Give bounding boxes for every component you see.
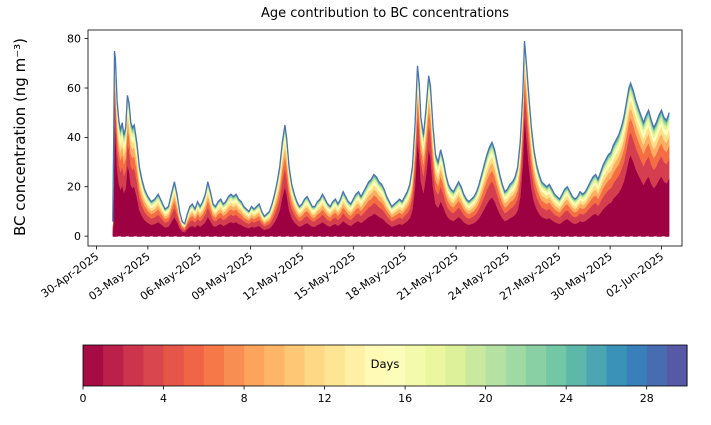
svg-text:0: 0	[80, 392, 87, 405]
svg-text:12: 12	[318, 392, 332, 405]
svg-text:0: 0	[74, 230, 81, 243]
svg-text:60: 60	[67, 82, 81, 95]
y-axis-label: BC concentration (ng m⁻³)	[11, 38, 29, 236]
svg-text:20: 20	[67, 181, 81, 194]
svg-text:8: 8	[241, 392, 248, 405]
svg-text:20: 20	[479, 392, 493, 405]
svg-text:24: 24	[559, 392, 573, 405]
chart-title: Age contribution to BC concentrations	[260, 6, 510, 21]
svg-text:80: 80	[67, 32, 81, 45]
svg-text:28: 28	[640, 392, 654, 405]
colorbar-label: Days	[370, 357, 400, 371]
svg-text:02-Jun-2025: 02-Jun-2025	[604, 250, 666, 300]
svg-text:16: 16	[398, 392, 412, 405]
svg-text:40: 40	[67, 131, 81, 144]
svg-text:4: 4	[160, 392, 167, 405]
